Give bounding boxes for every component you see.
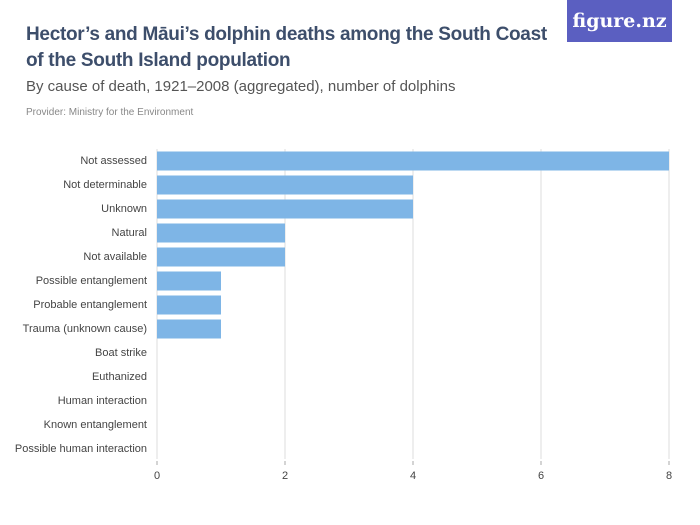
bar — [157, 247, 285, 267]
bar — [157, 319, 221, 339]
y-tick-label: Not assessed — [80, 155, 147, 167]
y-tick-label: Human interaction — [58, 395, 147, 407]
y-tick-label: Not available — [83, 251, 147, 263]
bar — [157, 199, 413, 219]
x-tick-label: 2 — [282, 470, 288, 482]
y-tick-label: Trauma (unknown cause) — [23, 323, 147, 335]
provider: Provider: Ministry for the Environment — [26, 107, 194, 118]
x-tick-label: 8 — [666, 470, 672, 482]
y-tick-label: Possible entanglement — [36, 275, 147, 287]
y-tick-label: Natural — [112, 227, 147, 239]
chart-title: Hector’s and Māui’s dolphin deaths among… — [26, 24, 547, 71]
y-tick-label: Possible human interaction — [15, 443, 147, 455]
y-tick-label: Not determinable — [63, 179, 147, 191]
bar — [157, 223, 285, 243]
bar — [157, 175, 413, 195]
y-tick-label: Euthanized — [92, 371, 147, 383]
y-tick-label: Boat strike — [95, 347, 147, 359]
x-tick-label: 4 — [410, 470, 416, 482]
y-tick-label: Unknown — [101, 203, 147, 215]
chart-subtitle: By cause of death, 1921–2008 (aggregated… — [26, 78, 456, 95]
x-tick-label: 0 — [154, 470, 160, 482]
bar — [157, 151, 669, 171]
bar — [157, 271, 221, 291]
logo: figure.nz — [567, 0, 672, 42]
x-tick-label: 6 — [538, 470, 544, 482]
bar — [157, 295, 221, 315]
y-tick-label: Known entanglement — [44, 419, 147, 431]
y-tick-label: Probable entanglement — [33, 299, 147, 311]
